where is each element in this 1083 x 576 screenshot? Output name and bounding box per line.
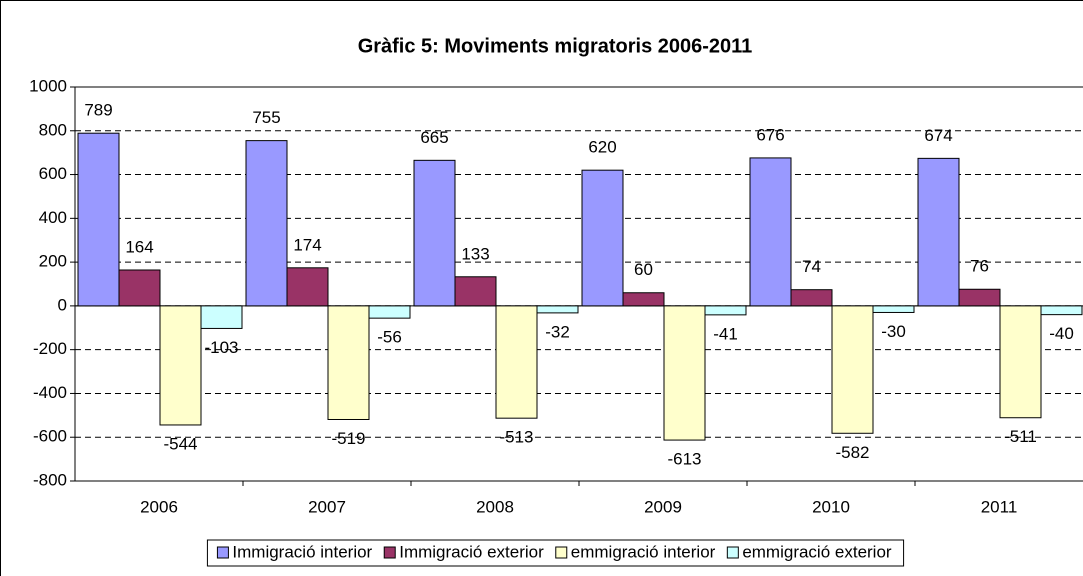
bar xyxy=(790,289,833,307)
bar xyxy=(704,305,747,316)
data-label: 755 xyxy=(252,108,280,127)
bar xyxy=(622,292,665,307)
data-label: 674 xyxy=(924,126,952,145)
data-label: 164 xyxy=(125,237,153,256)
bar xyxy=(958,288,1001,307)
bar xyxy=(495,305,538,419)
data-label: -544 xyxy=(163,434,197,453)
data-label: -513 xyxy=(499,428,533,447)
data-label: -511 xyxy=(1004,427,1037,446)
y-tick-label: 1000 xyxy=(29,76,67,95)
x-tick-label: 2008 xyxy=(476,497,514,516)
y-tick-label: 600 xyxy=(39,164,67,183)
x-tick-label: 2006 xyxy=(140,497,178,516)
legend-swatch xyxy=(383,546,396,559)
bar xyxy=(327,305,370,420)
data-label: 76 xyxy=(970,257,989,276)
data-label: 174 xyxy=(293,235,321,254)
bar xyxy=(286,267,329,307)
x-tick-label: 2007 xyxy=(308,497,346,516)
x-tick-label: 2011 xyxy=(981,497,1018,516)
data-label: 74 xyxy=(802,257,821,276)
data-label: -30 xyxy=(881,322,906,341)
y-tick-label: 0 xyxy=(58,295,67,314)
legend-swatch xyxy=(726,546,739,559)
x-tick-label: 2009 xyxy=(644,497,682,516)
y-tick-label: 800 xyxy=(39,120,67,139)
legend-label: emmigració exterior xyxy=(742,542,892,561)
data-label: -32 xyxy=(545,322,570,341)
bar xyxy=(118,269,161,307)
data-label: 789 xyxy=(84,101,112,120)
bar xyxy=(245,140,288,307)
bar xyxy=(536,305,579,314)
bar xyxy=(368,305,411,319)
y-tick-label: 200 xyxy=(39,252,67,271)
y-tick-label: -800 xyxy=(33,470,67,489)
legend-label: emmigració interior xyxy=(571,542,716,561)
data-label: -103 xyxy=(204,338,238,357)
data-label: -41 xyxy=(713,324,738,343)
legend-label: Immigració exterior xyxy=(399,542,544,561)
bar xyxy=(454,276,497,307)
data-label: 620 xyxy=(588,138,616,157)
bar xyxy=(917,157,960,307)
bar xyxy=(159,305,202,426)
data-label: -613 xyxy=(667,450,701,469)
x-tick-label: 2010 xyxy=(812,497,850,516)
bar xyxy=(999,305,1042,419)
bar xyxy=(749,157,792,307)
legend-label: Immigració interior xyxy=(232,542,372,561)
bar xyxy=(413,159,456,307)
data-label: -40 xyxy=(1049,324,1074,343)
data-label: -519 xyxy=(331,429,365,448)
legend-swatch xyxy=(555,546,568,559)
bar xyxy=(663,305,706,441)
bar xyxy=(200,305,243,329)
chart-title: Gràfic 5: Moviments migratoris 2006-2011 xyxy=(358,35,753,57)
bar xyxy=(831,305,874,434)
data-label: 133 xyxy=(461,244,489,263)
data-label: -582 xyxy=(835,443,869,462)
data-label: 60 xyxy=(634,260,653,279)
bar xyxy=(1040,305,1083,316)
y-tick-label: 400 xyxy=(39,208,67,227)
bar xyxy=(581,169,624,307)
data-label: 665 xyxy=(420,128,448,147)
legend-swatch xyxy=(216,546,229,559)
bar xyxy=(872,305,915,313)
bar xyxy=(77,132,120,307)
data-label: 676 xyxy=(756,125,784,144)
y-tick-label: -600 xyxy=(33,427,67,446)
data-label: -56 xyxy=(377,328,402,347)
y-tick-label: -200 xyxy=(33,339,67,358)
y-tick-label: -400 xyxy=(33,383,67,402)
